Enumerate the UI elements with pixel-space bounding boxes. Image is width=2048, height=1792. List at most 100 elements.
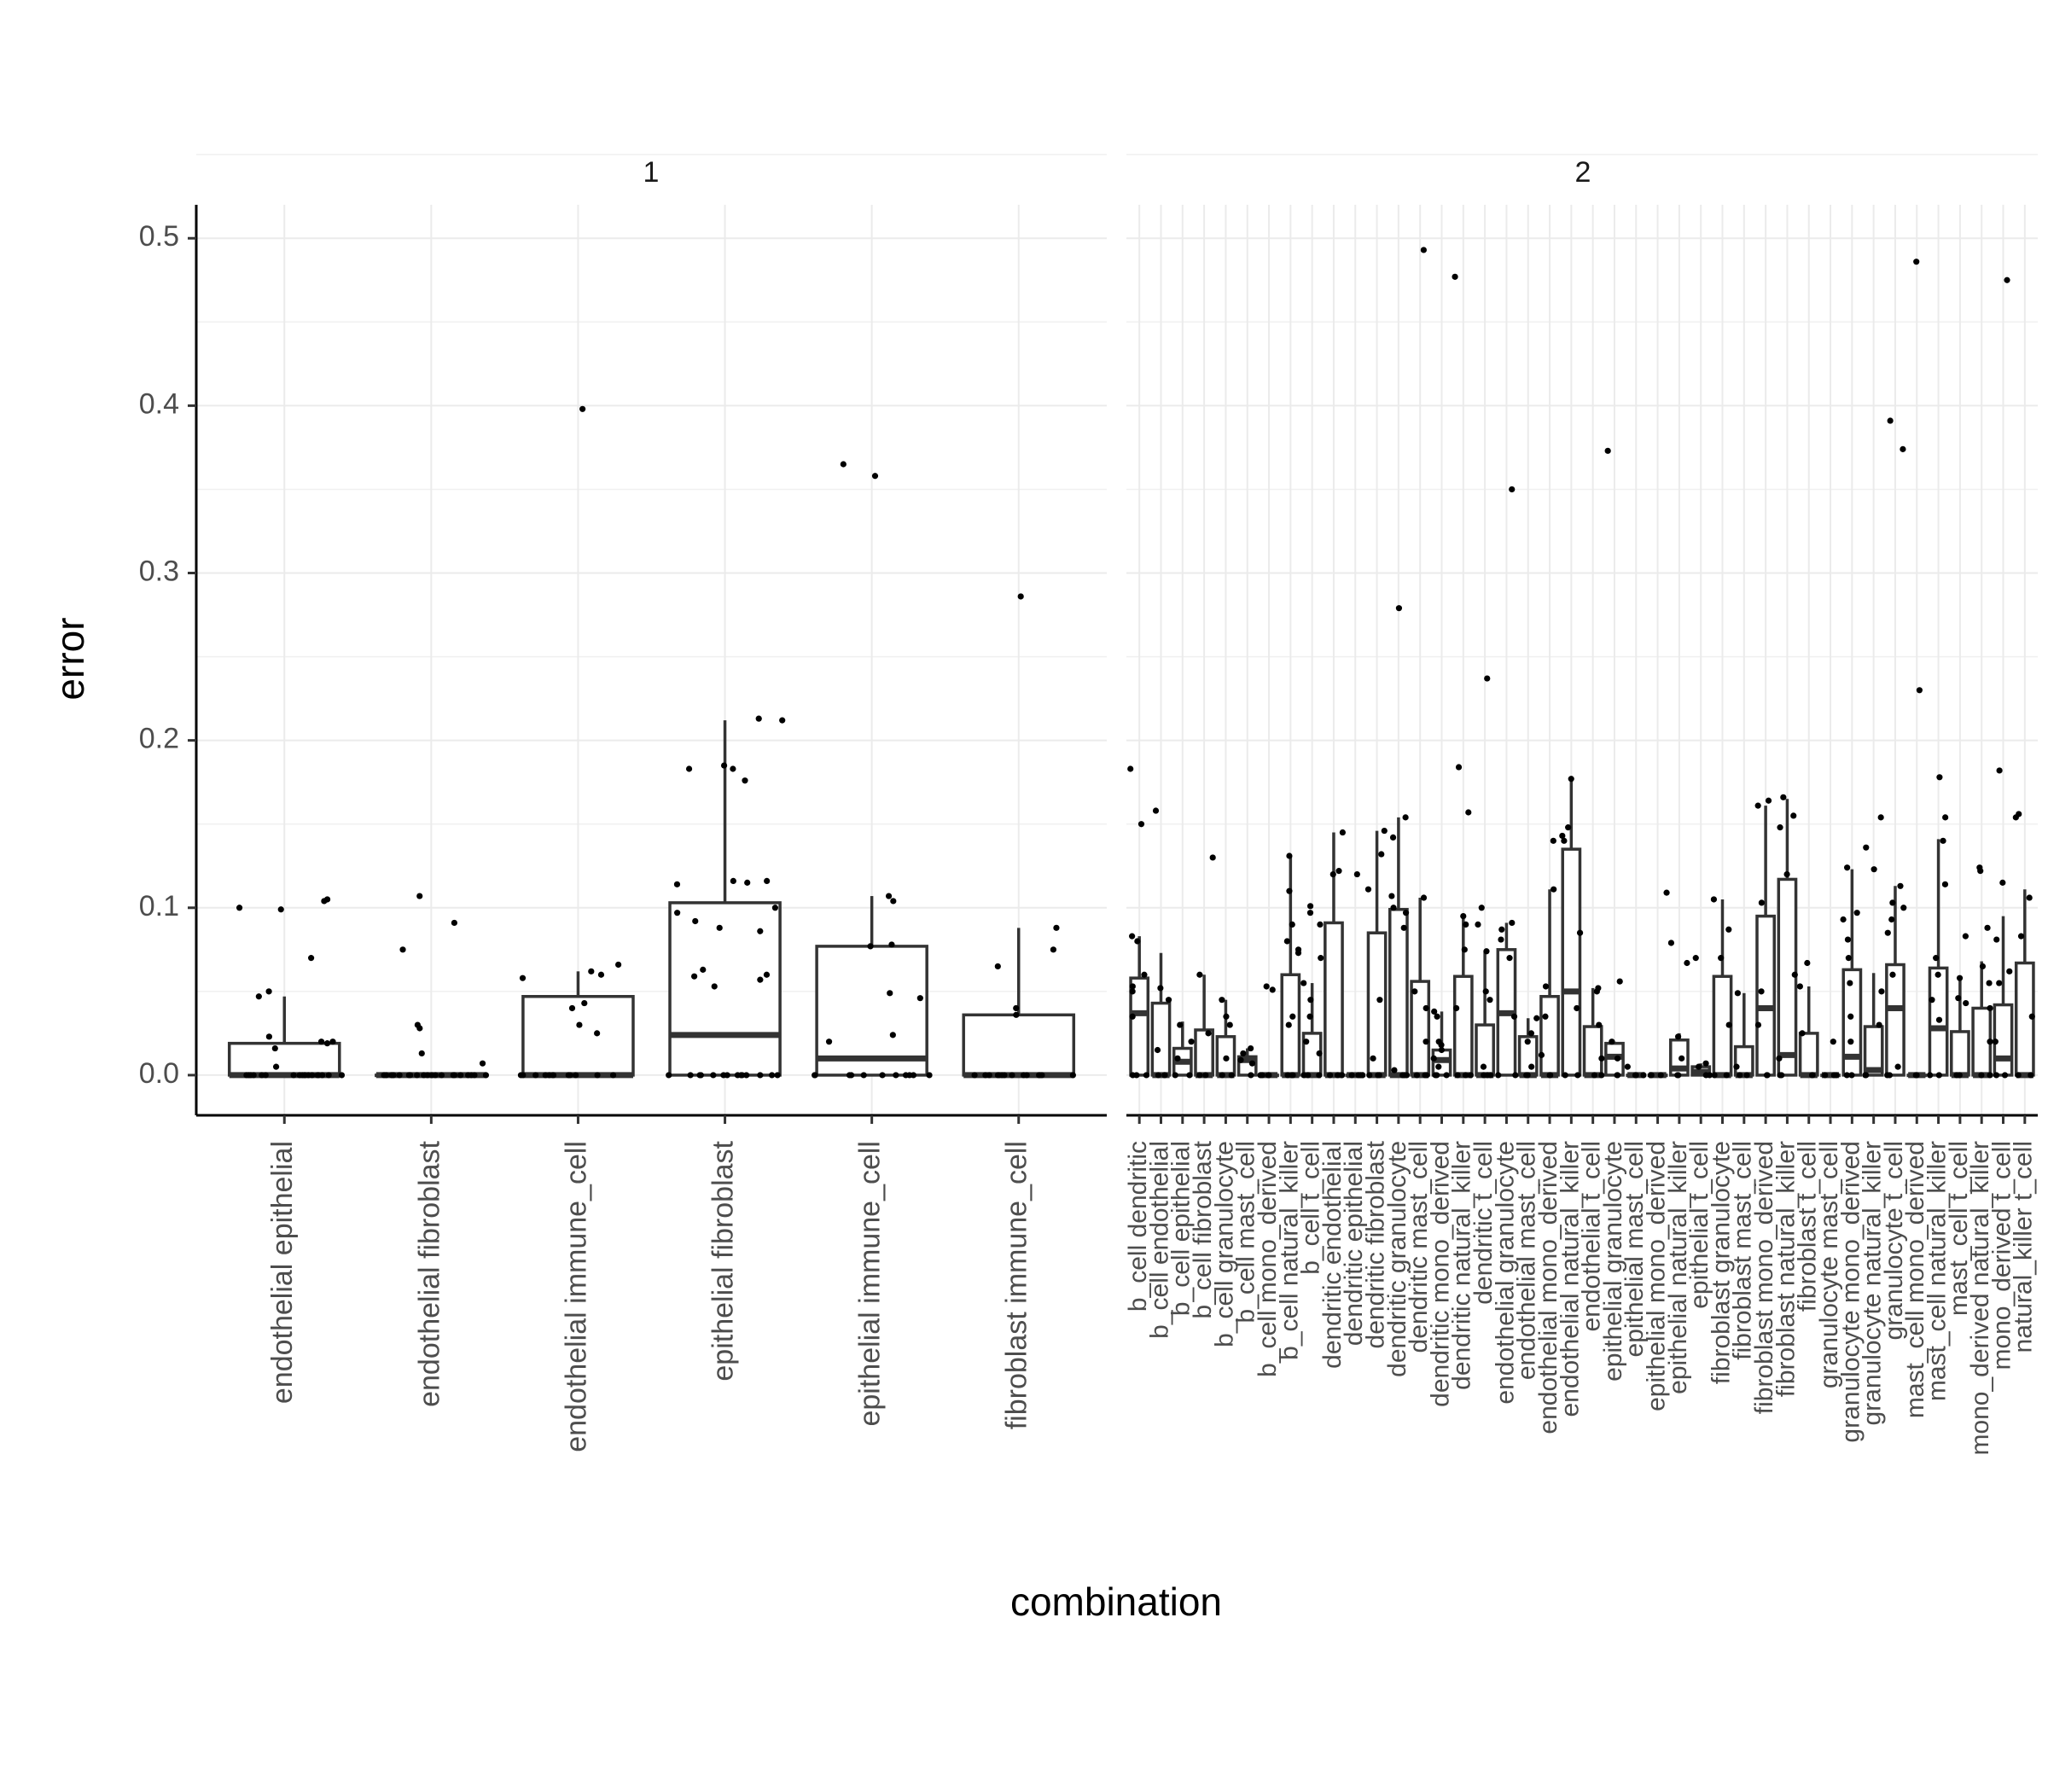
data-point — [771, 905, 778, 911]
data-point — [1265, 1072, 1271, 1079]
data-point — [1013, 1004, 1020, 1012]
data-point — [1830, 1039, 1836, 1045]
data-point — [519, 975, 527, 981]
data-point — [1734, 990, 1742, 997]
x-tick-label: b_cell fibroblast — [1189, 1140, 1217, 1318]
data-point — [1129, 983, 1136, 990]
data-point — [1454, 1072, 1461, 1079]
data-point — [588, 968, 595, 975]
x-axis-title: combination — [1010, 1580, 1222, 1624]
data-point — [532, 1072, 539, 1079]
data-point — [1723, 1072, 1730, 1079]
data-point — [763, 971, 771, 978]
x-tick-label: fibroblast granulocyte — [1707, 1141, 1735, 1384]
data-point — [1487, 997, 1493, 1004]
data-point — [1696, 1063, 1702, 1070]
data-point — [517, 1072, 525, 1079]
data-point — [1443, 1072, 1450, 1079]
data-point — [1993, 936, 2000, 943]
data-point — [1475, 921, 1481, 928]
data-point — [716, 924, 723, 931]
data-point — [1196, 971, 1203, 978]
data-point — [1334, 1072, 1341, 1079]
data-point — [1822, 1072, 1829, 1079]
data-point — [576, 1021, 583, 1028]
data-point — [1289, 921, 1295, 928]
panel-1-marks — [227, 405, 1076, 1079]
x-tick-label: endothelial epithelial — [266, 1141, 299, 1404]
x-tick-label: dendritic fibroblast — [1361, 1140, 1389, 1348]
data-point — [1402, 910, 1410, 916]
data-point — [1574, 1004, 1580, 1012]
data-point — [1462, 1072, 1469, 1079]
x-tick-label: endothelial immune_cell — [560, 1141, 592, 1452]
data-point — [1223, 1055, 1230, 1062]
data-point — [405, 1072, 412, 1079]
box — [1885, 963, 1905, 1077]
data-point — [597, 971, 605, 978]
data-point — [1480, 1063, 1487, 1070]
data-point — [1889, 971, 1896, 978]
data-point — [1143, 1072, 1150, 1079]
data-point — [742, 777, 748, 784]
data-point — [1155, 1072, 1161, 1079]
data-point — [1467, 1072, 1475, 1079]
data-point — [1935, 971, 1941, 978]
data-point — [1219, 997, 1225, 1004]
data-point — [1702, 1060, 1709, 1067]
data-point — [2006, 968, 2013, 975]
data-point — [1609, 1039, 1615, 1045]
panel-2-marks — [1127, 247, 2035, 1079]
data-point — [1400, 924, 1407, 931]
data-point — [1285, 1021, 1292, 1028]
data-point — [916, 995, 923, 1002]
data-point — [1423, 1039, 1429, 1045]
data-point — [1999, 879, 2006, 886]
data-point — [1286, 887, 1293, 894]
data-point — [1833, 1072, 1840, 1079]
data-point — [550, 1072, 556, 1079]
data-point — [840, 461, 847, 468]
y-tick-label: 0.3 — [139, 555, 179, 587]
data-point — [1127, 765, 1134, 772]
box — [227, 1041, 341, 1077]
data-point — [1403, 1072, 1411, 1079]
x-tick-label: granulocyte t_cell — [1880, 1141, 1908, 1340]
data-point — [1640, 1072, 1647, 1079]
data-point — [1978, 1072, 1985, 1079]
data-point — [2015, 1072, 2022, 1079]
data-point — [902, 1072, 910, 1079]
data-point — [1020, 1072, 1027, 1079]
box — [962, 1013, 1076, 1077]
data-point — [451, 919, 458, 927]
data-point — [1455, 764, 1463, 771]
data-point — [1884, 1072, 1891, 1079]
data-point — [1219, 1072, 1225, 1079]
data-point — [889, 1032, 896, 1039]
x-tick-label: dendritic endothelial — [1318, 1141, 1347, 1369]
data-point — [1559, 832, 1566, 840]
data-point — [1478, 905, 1485, 911]
data-point — [893, 1072, 899, 1079]
data-point — [381, 1072, 387, 1079]
x-tick-label: endothelial granulocyte — [1491, 1141, 1519, 1405]
data-point — [308, 955, 315, 962]
data-point — [1996, 980, 2003, 986]
data-point — [1411, 988, 1418, 995]
data-point — [1562, 1072, 1568, 1079]
data-point — [1840, 916, 1847, 923]
data-point — [1956, 1072, 1963, 1079]
data-point — [2004, 276, 2010, 283]
data-point — [581, 999, 588, 1007]
data-point — [1506, 955, 1513, 962]
data-point — [1512, 1072, 1519, 1079]
data-point — [1303, 1039, 1310, 1045]
data-point — [1438, 1046, 1445, 1054]
data-point — [971, 1072, 978, 1079]
data-point — [1538, 1051, 1545, 1058]
data-point — [730, 765, 736, 772]
data-point — [1551, 886, 1557, 893]
box — [521, 994, 635, 1077]
data-point — [438, 1072, 445, 1079]
